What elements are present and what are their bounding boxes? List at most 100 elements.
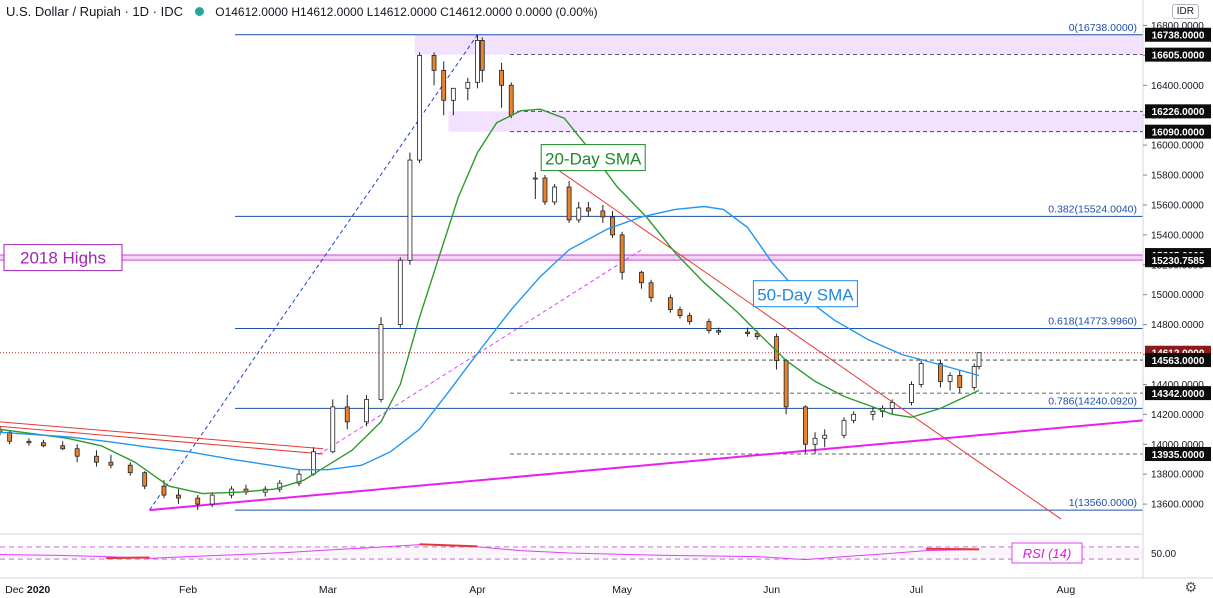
candle-body: [311, 451, 316, 475]
price-tick-label: 16800.0000: [1151, 21, 1204, 32]
time-tick-label: Dec: [5, 584, 24, 596]
candle-body: [648, 282, 654, 299]
candle: [407, 152, 413, 265]
candle-body: [619, 234, 625, 273]
candle-body: [450, 87, 456, 101]
fib-level-label: 1(13560.0000): [1069, 497, 1137, 509]
candle-body: [508, 84, 514, 116]
candle: [976, 352, 982, 370]
trendline: [554, 167, 1062, 520]
price-tick-label: 16400.0000: [1151, 81, 1204, 92]
candle: [74, 444, 80, 463]
candle-body: [851, 413, 857, 421]
time-tick-label: Mar: [319, 584, 338, 596]
candle-body: [706, 321, 712, 331]
trendline: [318, 249, 642, 456]
price-box: [1145, 386, 1211, 401]
price-tick-label: 14000.0000: [1151, 440, 1204, 451]
rsi-label: RSI (14): [1023, 546, 1071, 561]
candle: [566, 181, 572, 223]
candle-body: [344, 406, 350, 423]
candle-body: [566, 186, 572, 221]
candle: [262, 486, 268, 497]
candle-body: [822, 434, 828, 439]
candle: [397, 257, 403, 328]
ohlc-readout: O14612.0000 H14612.0000 L14612.0000 C146…: [215, 5, 598, 19]
candle: [677, 306, 683, 319]
rsi-label-box: [1011, 542, 1083, 564]
candle-body: [475, 40, 480, 83]
candle: [957, 369, 963, 394]
candle: [441, 61, 447, 116]
sma-annotation: 20-Day SMA: [540, 144, 646, 172]
candle: [465, 77, 471, 101]
candle: [803, 405, 808, 454]
fib-level-label: 0(16738.0000): [1069, 22, 1137, 34]
price-box: [1145, 446, 1211, 461]
annotation-label: 50-Day SMA: [757, 286, 854, 305]
candle: [0, 426, 3, 436]
candle-body: [479, 40, 485, 71]
candle: [364, 394, 369, 427]
price-box: [1145, 47, 1211, 62]
price-box-label: 16090.0000: [1152, 127, 1205, 138]
candle: [918, 360, 924, 388]
price-box-label: 14563.0000: [1152, 356, 1205, 367]
candle: [542, 175, 548, 205]
fib-level-label: 0.786(14240.0920): [1048, 395, 1137, 407]
candle-body: [754, 333, 760, 337]
candle: [26, 438, 32, 446]
candle-body: [74, 448, 80, 457]
candle-body: [610, 216, 615, 236]
price-tick-label: 16000.0000: [1151, 141, 1204, 152]
price-box: [1145, 124, 1211, 139]
time-tick-label: Feb: [179, 584, 197, 596]
price-box-label: 13935.0000: [1152, 450, 1205, 461]
settings-gear-icon[interactable]: ⚙: [1184, 579, 1197, 595]
time-tick-label: Apr: [469, 584, 486, 596]
sma-line: [0, 205, 980, 471]
candle: [600, 204, 606, 223]
annotation-label: 20-Day SMA: [545, 150, 642, 169]
price-box: [1145, 353, 1211, 368]
candle: [60, 441, 66, 451]
candle-body: [431, 54, 437, 71]
time-tick-label: Jul: [910, 584, 923, 596]
candle: [947, 372, 953, 391]
candle-body: [176, 494, 181, 499]
candle: [41, 439, 46, 448]
candle: [378, 317, 384, 403]
candle: [812, 432, 818, 454]
candle: [687, 312, 693, 325]
rsi-axis-label: 50.00: [1151, 549, 1176, 560]
candle-body: [552, 186, 558, 203]
annotation-box: [752, 280, 858, 308]
candle-body: [971, 366, 977, 388]
rsi-divergence-marker: [419, 543, 478, 548]
candle: [127, 462, 133, 476]
rsi-divergence-marker: [925, 547, 980, 551]
candle-body: [26, 440, 32, 444]
candle: [475, 34, 480, 89]
price-box: [1145, 104, 1211, 119]
trendline: [149, 34, 478, 511]
price-box-label: 16605.0000: [1152, 50, 1205, 61]
candle-body: [639, 271, 644, 284]
candle-body: [417, 54, 422, 161]
candle: [783, 359, 789, 415]
sma-line: [0, 108, 980, 495]
currency-badge[interactable]: IDR: [1171, 4, 1199, 19]
rsi-line: [0, 544, 980, 561]
time-tick-label: May: [612, 584, 633, 596]
price-box-label: 15230.7585: [1152, 256, 1205, 267]
candle: [330, 399, 336, 454]
candle-body: [889, 401, 895, 409]
candle-body: [108, 461, 114, 466]
candle: [417, 52, 422, 164]
fib-level-label: 0.618(14773.9960): [1048, 315, 1137, 327]
price-tick-label: 15400.0000: [1151, 230, 1204, 241]
highs-2018-label-box: [3, 244, 123, 272]
candle-body: [441, 69, 447, 101]
candle: [195, 495, 201, 511]
